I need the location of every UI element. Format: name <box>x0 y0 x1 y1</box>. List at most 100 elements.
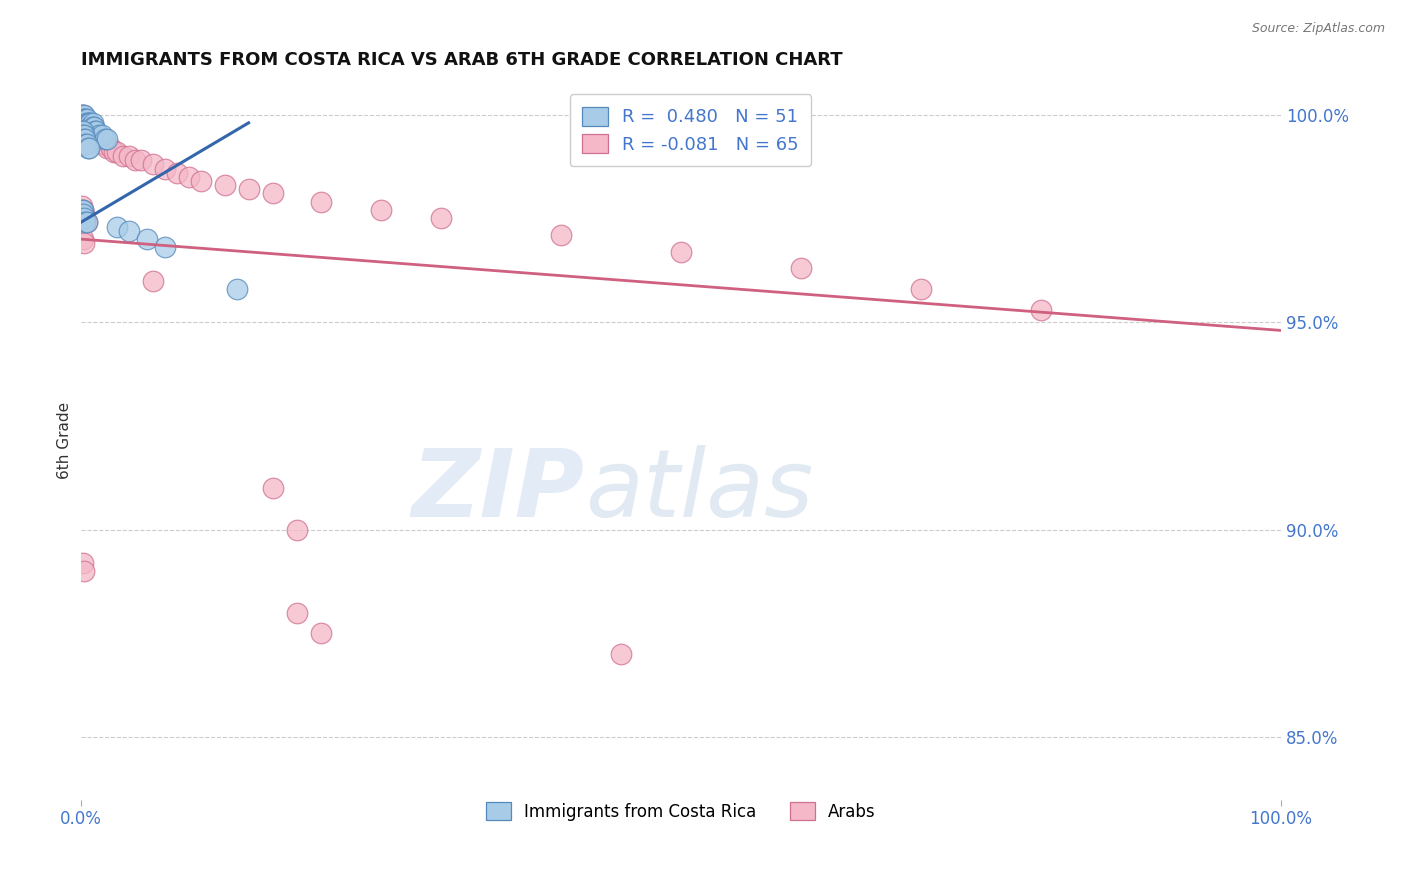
Point <box>87 132 110 146</box>
Point <box>105 219 128 234</box>
Point <box>70 124 93 138</box>
Legend: Immigrants from Costa Rica, Arabs: Immigrants from Costa Rica, Arabs <box>472 789 889 834</box>
Point <box>76 116 98 130</box>
Point <box>91 136 114 151</box>
Point <box>82 116 104 130</box>
Point <box>75 211 97 226</box>
Point <box>80 120 103 134</box>
Point <box>93 136 115 151</box>
Point <box>214 178 236 193</box>
Point <box>910 282 932 296</box>
Point <box>70 112 93 126</box>
Point <box>73 128 96 143</box>
Point <box>73 107 96 121</box>
Point <box>79 120 101 134</box>
Point <box>73 112 96 126</box>
Point <box>76 120 98 134</box>
Point <box>73 116 96 130</box>
Text: IMMIGRANTS FROM COSTA RICA VS ARAB 6TH GRADE CORRELATION CHART: IMMIGRANTS FROM COSTA RICA VS ARAB 6TH G… <box>80 51 842 69</box>
Point <box>73 132 96 146</box>
Point <box>75 136 97 151</box>
Point <box>105 145 128 159</box>
Point <box>225 282 247 296</box>
Point <box>75 112 97 126</box>
Point <box>153 240 176 254</box>
Point <box>141 274 163 288</box>
Point <box>84 128 107 143</box>
Point <box>76 215 98 229</box>
Point <box>73 564 96 578</box>
Point <box>73 120 96 134</box>
Point <box>93 132 115 146</box>
Point <box>91 128 114 143</box>
Point <box>70 107 93 121</box>
Point <box>124 153 146 168</box>
Point <box>79 124 101 138</box>
Point <box>84 124 107 138</box>
Point <box>117 224 139 238</box>
Point <box>72 128 94 143</box>
Point <box>76 120 98 134</box>
Point <box>73 112 96 126</box>
Point <box>82 120 104 134</box>
Point <box>72 202 94 217</box>
Point <box>100 141 122 155</box>
Point <box>72 107 94 121</box>
Point <box>72 116 94 130</box>
Point <box>77 116 100 130</box>
Point <box>73 207 96 221</box>
Point <box>166 166 188 180</box>
Point <box>76 120 98 134</box>
Text: ZIP: ZIP <box>412 445 585 537</box>
Point <box>77 120 100 134</box>
Point <box>87 128 110 143</box>
Point <box>96 141 118 155</box>
Point <box>70 112 93 126</box>
Point <box>86 132 108 146</box>
Point <box>238 182 260 196</box>
Point <box>72 232 94 246</box>
Point <box>117 149 139 163</box>
Point <box>80 124 103 138</box>
Point <box>76 116 98 130</box>
Point <box>77 120 100 134</box>
Point <box>370 202 392 217</box>
Point <box>75 120 97 134</box>
Point <box>111 149 134 163</box>
Point <box>75 120 97 134</box>
Point <box>550 227 572 242</box>
Point <box>72 116 94 130</box>
Point <box>76 112 98 126</box>
Point <box>72 112 94 126</box>
Point <box>72 207 94 221</box>
Point <box>790 261 813 276</box>
Point <box>84 124 107 138</box>
Point <box>190 174 212 188</box>
Point <box>309 194 332 209</box>
Point <box>75 116 97 130</box>
Text: Source: ZipAtlas.com: Source: ZipAtlas.com <box>1251 22 1385 36</box>
Point <box>89 132 111 146</box>
Point <box>77 141 100 155</box>
Point <box>135 232 157 246</box>
Point <box>73 120 96 134</box>
Point <box>262 481 284 495</box>
Point <box>285 523 308 537</box>
Point <box>73 236 96 251</box>
Point <box>72 107 94 121</box>
Point <box>83 120 105 134</box>
Text: atlas: atlas <box>585 445 813 536</box>
Y-axis label: 6th Grade: 6th Grade <box>58 402 72 479</box>
Point <box>73 116 96 130</box>
Point <box>73 211 96 226</box>
Point <box>72 556 94 570</box>
Point <box>70 199 93 213</box>
Point <box>262 186 284 201</box>
Point <box>96 132 118 146</box>
Point <box>75 215 97 229</box>
Point <box>285 606 308 620</box>
Point <box>72 124 94 138</box>
Point <box>83 128 105 143</box>
Point <box>429 211 451 226</box>
Point <box>609 647 631 661</box>
